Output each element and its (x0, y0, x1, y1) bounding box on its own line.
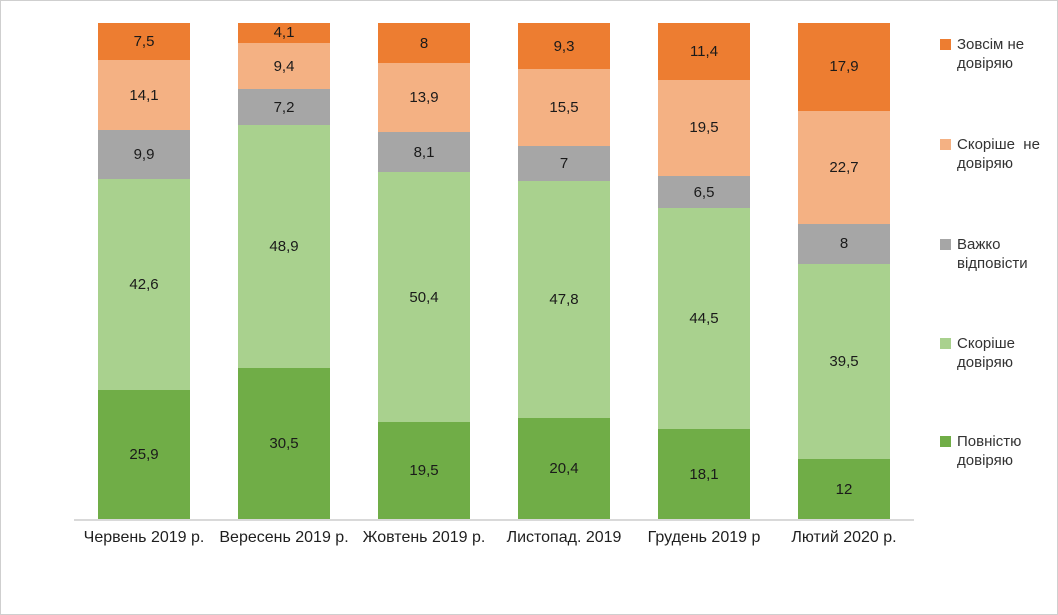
data-label: 8 (839, 235, 849, 253)
data-label: 7,2 (273, 98, 295, 116)
data-label: 9,9 (133, 146, 155, 164)
data-label: 19,5 (409, 462, 439, 480)
data-label: 9,3 (553, 37, 575, 55)
bar-segment: 18,1 (658, 429, 750, 519)
legend-label: Повністю довіряю (957, 433, 1026, 469)
legend-label: Скоріше довіряю (957, 335, 1020, 371)
bar-segment: 7,5 (98, 23, 190, 61)
bar-segment: 11,4 (658, 23, 750, 80)
data-label: 4,1 (273, 24, 295, 42)
legend-label: Важко відповісти (957, 236, 1028, 272)
legend-item: Зовсім не довіряю (940, 35, 1053, 73)
legend-swatch-icon (940, 39, 951, 50)
legend-item: Повністю довіряю (940, 432, 1053, 470)
category-label: Червень 2019 р. (83, 529, 205, 546)
data-label: 12 (835, 480, 853, 498)
legend-swatch-icon (940, 338, 951, 349)
bar-segment: 22,7 (798, 111, 890, 224)
bar-segment: 20,4 (518, 417, 610, 519)
stacked-bar-4: 9,3 15,5 7 47,8 20,4 (518, 23, 610, 519)
bar-segment: 25,9 (98, 390, 190, 519)
bar-segment: 44,5 (658, 208, 750, 430)
stacked-bar-2: 4,1 9,4 7,2 48,9 30,5 (238, 22, 330, 519)
x-axis-line (74, 519, 914, 521)
bar-segment: 13,9 (378, 63, 470, 133)
legend-swatch-icon (940, 436, 951, 447)
data-label: 30,5 (269, 434, 299, 452)
bar-segment: 9,4 (238, 42, 330, 90)
data-label: 48,9 (269, 237, 299, 255)
bar-segment: 19,5 (658, 79, 750, 177)
data-label: 8,1 (413, 143, 435, 161)
bar-segment: 8 (378, 23, 470, 64)
data-label: 13,9 (409, 89, 439, 107)
legend-item: Скоріше не довіряю (940, 135, 1053, 173)
data-label: 7,5 (133, 33, 155, 51)
category-label: Жовтень 2019 р. (362, 529, 486, 546)
bar-segment: 15,5 (518, 69, 610, 146)
legend-label: Скоріше не довіряю (957, 136, 1045, 172)
legend-swatch-icon (940, 239, 951, 250)
category-label: Грудень 2019 р (647, 529, 761, 546)
data-label: 11,4 (689, 42, 719, 60)
data-label: 18,1 (689, 465, 719, 483)
data-label: 6,5 (693, 183, 715, 201)
bar-segment: 48,9 (238, 125, 330, 368)
bar-segment: 19,5 (378, 422, 470, 519)
category-label: Листопад. 2019 (506, 529, 622, 546)
bar-segment: 7,2 (238, 89, 330, 126)
legend-swatch-icon (940, 139, 951, 150)
bar-segment: 9,3 (518, 23, 610, 70)
legend-label: Зовсім не довіряю (957, 36, 1029, 72)
stacked-bar-6: 17,9 22,7 8 39,5 12 (798, 22, 890, 519)
data-label: 19,5 (689, 119, 719, 137)
data-label: 15,5 (549, 99, 579, 117)
bar-segment: 7 (518, 146, 610, 181)
bar-segment: 17,9 (798, 22, 890, 112)
data-label: 9,4 (273, 57, 295, 75)
bar-segment: 39,5 (798, 263, 890, 460)
bar-segment: 6,5 (658, 176, 750, 209)
category-label: Вересень 2019 р. (219, 529, 349, 546)
bar-segment: 50,4 (378, 172, 470, 423)
data-label: 20,4 (549, 459, 579, 477)
data-label: 50,4 (409, 288, 439, 306)
stacked-bar-1: 7,5 14,1 9,9 42,6 25,9 (98, 23, 190, 519)
data-label: 22,7 (829, 159, 859, 177)
stacked-bar-3: 8 13,9 8,1 50,4 19,5 (378, 23, 470, 519)
data-label: 7 (559, 154, 569, 172)
data-label: 8 (419, 34, 429, 52)
data-label: 47,8 (549, 290, 579, 308)
bar-segment: 30,5 (238, 367, 330, 519)
chart-legend: Зовсім не довіряю Скоріше не довіряю Важко… (940, 1, 1055, 614)
bar-segment: 8,1 (378, 132, 470, 173)
legend-item: Важко відповісти (940, 235, 1053, 273)
bar-segment: 12 (798, 459, 890, 519)
bar-segment: 42,6 (98, 179, 190, 391)
bar-segment: 9,9 (98, 130, 190, 180)
bar-segment: 4,1 (238, 22, 330, 43)
legend-item: Скоріше довіряю (940, 334, 1053, 372)
data-label: 14,1 (129, 86, 159, 104)
bar-segment: 47,8 (518, 180, 610, 418)
category-label: Лютий 2020 р. (791, 529, 897, 546)
bar-segment: 8 (798, 223, 890, 264)
bar-segment: 14,1 (98, 60, 190, 131)
data-label: 39,5 (829, 352, 859, 370)
stacked-bar-5: 11,4 19,5 6,5 44,5 18,1 (658, 23, 750, 519)
data-label: 25,9 (129, 446, 159, 464)
data-label: 42,6 (129, 276, 159, 294)
data-label: 17,9 (829, 58, 859, 76)
data-label: 44,5 (689, 310, 719, 328)
